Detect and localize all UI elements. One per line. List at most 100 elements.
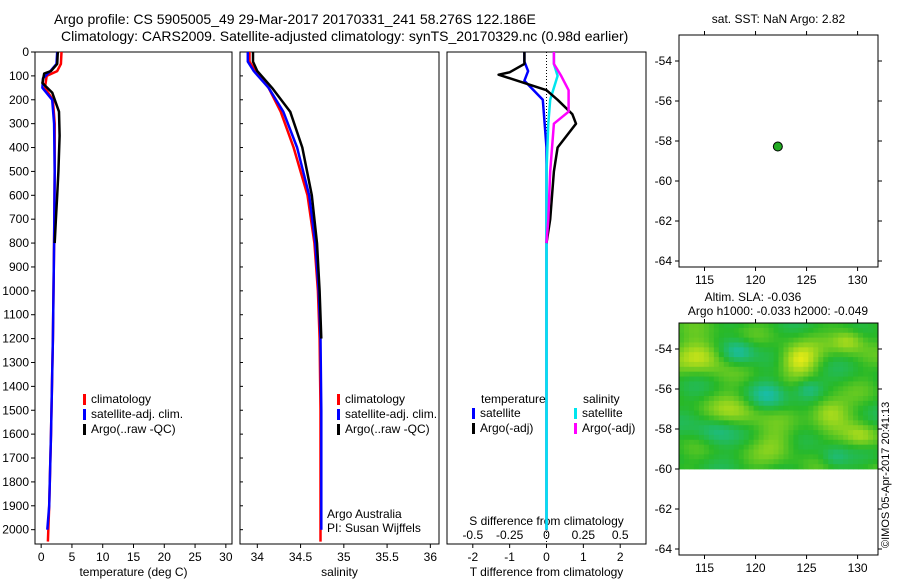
sla-heatmap-cell <box>718 366 725 373</box>
sla-heatmap-cell <box>743 327 750 334</box>
sla-heatmap-cell <box>853 425 859 431</box>
sla-heatmap-cell <box>693 371 700 377</box>
sla-heatmap-cell <box>778 430 784 436</box>
sla-heatmap-cell <box>753 464 760 470</box>
sla-heatmap-cell <box>868 430 874 436</box>
sla-heatmap-cell <box>863 430 869 436</box>
sla-heatmap-cell <box>853 323 859 329</box>
x-tick-label: 120 <box>746 561 766 575</box>
sla-heatmap-cell <box>803 381 809 387</box>
sla-heatmap-cell <box>688 342 695 348</box>
sla-heatmap-cell <box>783 366 789 373</box>
sla-heatmap-cell <box>833 410 839 416</box>
x-axis-label: temperature (deg C) <box>79 565 187 579</box>
sla-heatmap-cell <box>798 439 804 446</box>
sla-heatmap-cell <box>738 371 745 377</box>
sla-heatmap-cell <box>753 352 760 358</box>
sla-heatmap-cell <box>813 400 819 407</box>
sla-heatmap-cell <box>773 366 779 373</box>
sla-heatmap-cell <box>848 420 854 426</box>
sla-heatmap-cell <box>803 410 809 416</box>
sla-heatmap-cell <box>813 366 819 373</box>
sla-heatmap-cell <box>703 464 710 470</box>
sla-heatmap-cell <box>738 381 745 387</box>
sla-heatmap-cell <box>868 337 874 343</box>
sla-heatmap-cell <box>813 449 819 455</box>
sla-heatmap-cell <box>788 415 794 421</box>
sla-heatmap-cell <box>853 327 859 334</box>
sst-map-panel: -54 -56 -58 -60 -62 -64 115 120 125 130 sat. SST: … <box>655 12 882 287</box>
sla-heatmap-cell <box>828 357 834 363</box>
sla-heatmap-cell <box>773 415 779 421</box>
sla-heatmap-cell <box>758 464 764 470</box>
sla-heatmap-cell <box>833 434 839 441</box>
sla-heatmap-cell <box>788 347 794 353</box>
legend-swatch <box>337 394 340 405</box>
sla-heatmap-cell <box>693 425 700 431</box>
sla-heatmap-cell <box>679 361 685 368</box>
sla-heatmap-cell <box>783 459 789 465</box>
sla-heatmap-cell <box>743 381 750 387</box>
sla-heatmap-cell <box>753 376 760 382</box>
sla-heatmap-cell <box>688 347 695 353</box>
sla-heatmap-cell <box>693 454 700 460</box>
sla-heatmap-cell <box>718 342 725 348</box>
sla-heatmap-cell <box>868 323 874 329</box>
sla-heatmap-cell <box>808 357 814 363</box>
sla-heatmap-cell <box>848 454 854 460</box>
sla-heatmap-cell <box>688 396 695 402</box>
sla-heatmap-cell <box>793 425 799 431</box>
sla-heatmap-cell <box>688 327 695 334</box>
sla-heatmap-cell <box>823 449 829 455</box>
sla-heatmap-cell <box>768 430 774 436</box>
sla-heatmap-cell <box>748 396 755 402</box>
sla-heatmap-cell <box>873 366 879 373</box>
sla-heatmap-cell <box>788 327 794 334</box>
sla-heatmap-cell <box>693 405 700 411</box>
sla-heatmap-cell <box>798 391 804 397</box>
sla-heatmap-cell <box>708 337 715 343</box>
sla-heatmap-cell <box>823 342 829 348</box>
sla-heatmap-cell <box>843 347 849 353</box>
sla-heatmap-cell <box>863 391 869 397</box>
sla-heatmap-cell <box>738 366 745 373</box>
sla-heatmap-cell <box>843 459 849 465</box>
sla-heatmap-cell <box>808 410 814 416</box>
legend-label: satellite <box>582 406 623 420</box>
sla-heatmap-cell <box>853 337 859 343</box>
sla-heatmap-cell <box>803 396 809 402</box>
sla-heatmap-cell <box>823 396 829 402</box>
sla-heatmap-cell <box>723 357 730 363</box>
sla-heatmap-cell <box>763 332 769 338</box>
sla-heatmap-cell <box>853 391 859 397</box>
sla-heatmap-cell <box>873 459 879 465</box>
sla-heatmap-cell <box>828 342 834 348</box>
sla-heatmap-cell <box>738 400 745 407</box>
sla-heatmap-cell <box>768 444 774 450</box>
sla-heatmap-cell <box>743 415 750 421</box>
sla-heatmap-cell <box>773 347 779 353</box>
sla-heatmap-cell <box>813 415 819 421</box>
sla-heatmap-cell <box>738 391 745 397</box>
sla-heatmap-cell <box>753 425 760 431</box>
sla-heatmap-cell <box>733 342 740 348</box>
sla-heatmap-cell <box>873 357 879 363</box>
sla-heatmap-cell <box>688 430 695 436</box>
sla-heatmap-cell <box>743 357 750 363</box>
sla-heatmap-cell <box>683 434 690 441</box>
sla-heatmap-cell <box>828 434 834 441</box>
sla-heatmap-cell <box>748 386 755 392</box>
sla-heatmap-cell <box>828 386 834 392</box>
sla-heatmap-cell <box>798 464 804 470</box>
sla-heatmap-cell <box>788 449 794 455</box>
legend-label: satellite <box>480 406 521 420</box>
sla-heatmap-cell <box>788 332 794 338</box>
sla-heatmap-cell <box>693 439 700 446</box>
sla-heatmap-cell <box>778 415 784 421</box>
sla-heatmap-cell <box>788 396 794 402</box>
sla-heatmap-cell <box>868 420 874 426</box>
sla-heatmap-cell <box>748 434 755 441</box>
sla-heatmap-cell <box>748 400 755 407</box>
sla-heatmap-cell <box>833 347 839 353</box>
sla-heatmap-cell <box>683 410 690 416</box>
